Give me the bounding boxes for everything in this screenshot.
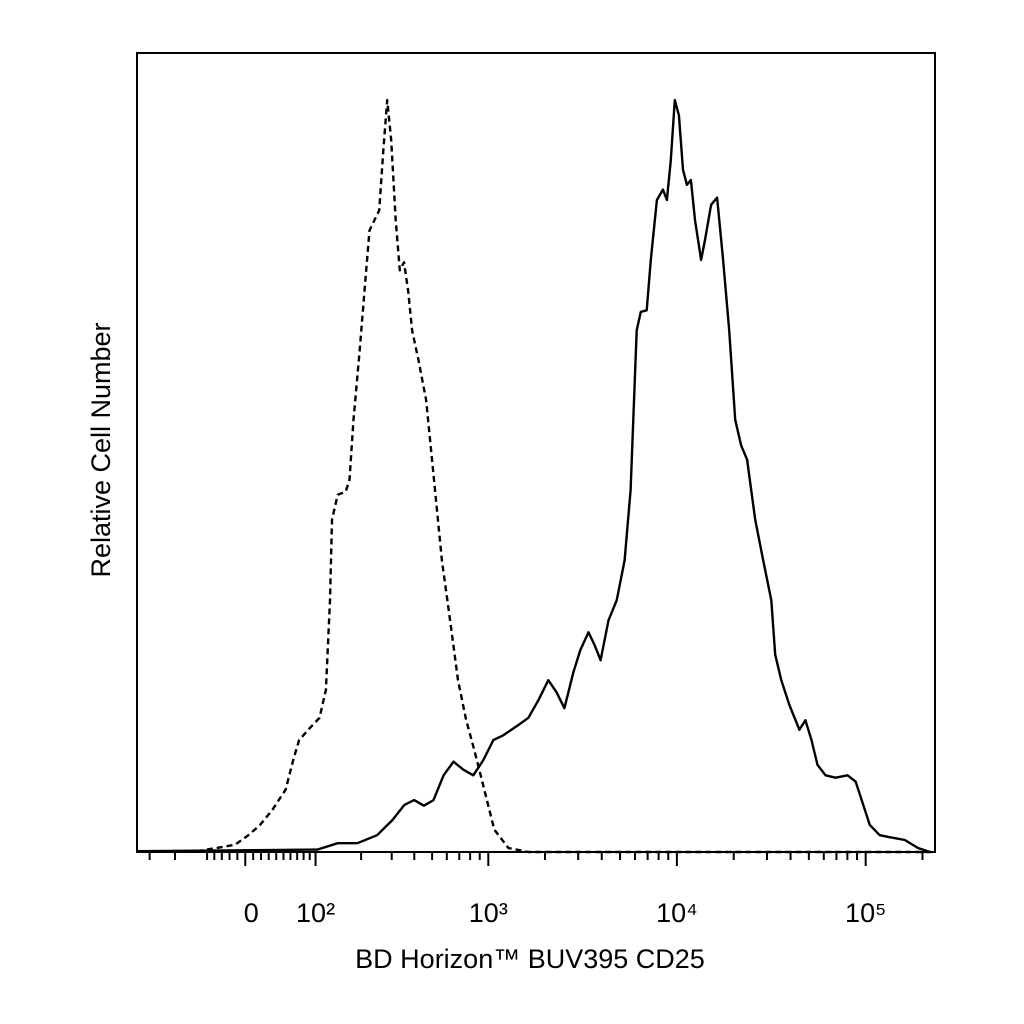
histogram-line — [137, 98, 935, 854]
histogram-line — [136, 98, 931, 854]
x-tick-label: 0 — [244, 898, 259, 928]
plot-frame — [136, 52, 936, 853]
y-axis-title: Relative Cell Number — [86, 322, 116, 577]
x-axis-title: BD Horizon™ BUV395 CD25 — [355, 944, 705, 974]
x-tick-label: 10² — [296, 898, 335, 928]
x-tick-label: 10⁵ — [845, 898, 886, 928]
x-tick-label: 10³ — [469, 898, 508, 928]
x-tick-label: 10⁴ — [656, 898, 698, 928]
